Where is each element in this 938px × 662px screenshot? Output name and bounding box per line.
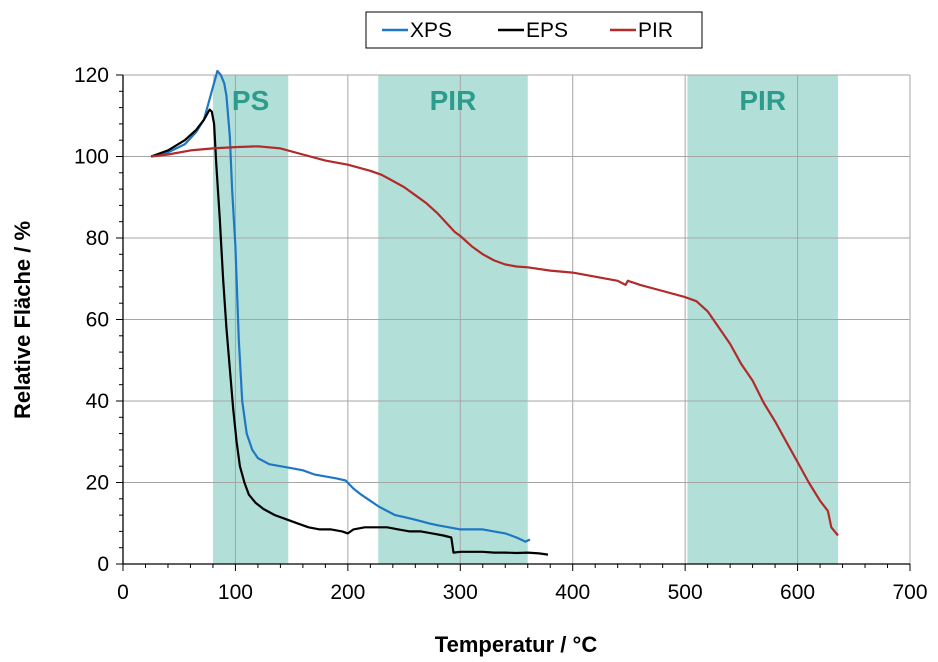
legend-label-pir: PIR — [638, 19, 673, 42]
y-tick-label: 20 — [86, 472, 109, 495]
tick-labels: 0 100 200 300 400 500 600 700 0 20 40 60 80 100 120 — [74, 64, 928, 604]
series-line-xps — [150, 69, 531, 543]
x-tick-label: 400 — [555, 581, 590, 604]
y-axis-title: Relative Fläche / % — [10, 221, 35, 419]
y-tick-label: 60 — [86, 309, 109, 332]
band-labels: PS PIR PIR — [232, 85, 786, 116]
y-tick-label: 100 — [74, 146, 109, 169]
axes — [116, 74, 911, 571]
band-label-3: PIR — [739, 85, 786, 116]
series-line-pir — [150, 145, 839, 537]
y-tick-label: 40 — [86, 390, 109, 413]
x-tick-label: 600 — [780, 581, 815, 604]
x-tick-label: 0 — [117, 581, 129, 604]
x-tick-label: 300 — [443, 581, 478, 604]
legend: XPS EPS PIR — [365, 11, 703, 49]
y-tick-label: 80 — [86, 227, 109, 250]
x-tick-label: 500 — [668, 581, 703, 604]
legend-label-eps: EPS — [526, 19, 568, 42]
x-tick-label: 700 — [892, 581, 927, 604]
legend-box — [365, 11, 703, 49]
gridlines — [123, 74, 911, 564]
x-tick-label: 200 — [330, 581, 365, 604]
band-label-2: PIR — [430, 85, 477, 116]
series-line-eps — [150, 108, 549, 556]
series-lines — [150, 69, 839, 556]
band-label-1: PS — [232, 85, 269, 116]
x-axis-title: Temperatur / °C — [435, 632, 598, 657]
x-tick-label: 100 — [218, 581, 253, 604]
y-tick-label: 120 — [74, 64, 109, 87]
y-tick-label: 0 — [97, 553, 109, 576]
legend-label-xps: XPS — [410, 19, 452, 42]
